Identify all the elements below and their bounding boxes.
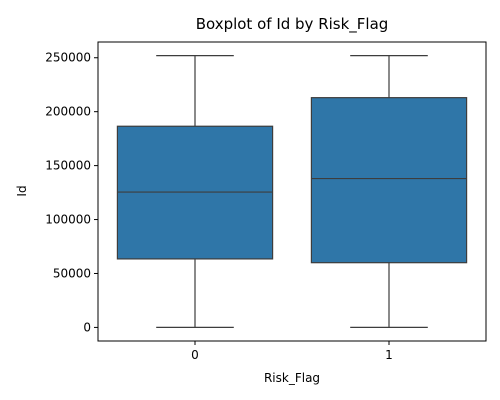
- x-axis-label: Risk_Flag: [264, 371, 320, 385]
- plot-frame: [97, 41, 487, 342]
- box-group-1: [310, 54, 468, 329]
- y-tick-label: 250000: [45, 51, 91, 65]
- y-tick-label: 150000: [45, 159, 91, 173]
- y-axis-label: Id: [15, 185, 29, 196]
- box-group-0: [116, 54, 274, 329]
- y-tick-label: 100000: [45, 213, 91, 227]
- y-tick-label: 50000: [53, 266, 91, 280]
- plot-area: 0 50000 100000 150000 200000 250000 0 1: [45, 41, 487, 362]
- chart-title: Boxplot of Id by Risk_Flag: [196, 15, 389, 34]
- y-tick-label: 200000: [45, 105, 91, 119]
- x-tick-label: 0: [191, 348, 199, 362]
- x-tick-label: 1: [385, 348, 393, 362]
- y-tick-label: 0: [83, 320, 91, 334]
- iqr-box: [310, 97, 468, 264]
